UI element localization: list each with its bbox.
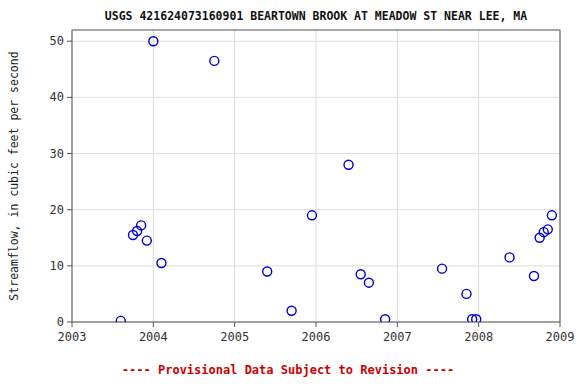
point — [149, 37, 158, 46]
grid-line-y — [72, 41, 560, 42]
tick-label-x: 2009 — [546, 330, 575, 344]
point — [142, 236, 151, 245]
plot-frame — [72, 30, 560, 322]
point — [344, 160, 353, 169]
grid-line-x — [153, 30, 154, 322]
point — [505, 253, 514, 262]
tick-label-x: 2005 — [220, 330, 249, 344]
chart: 2003 2004 2005 2006 2007 2008 2009 0 10 20 30 40 50 S… — [0, 0, 576, 384]
tick-x — [478, 322, 479, 327]
tick-x — [234, 322, 235, 327]
grid-line-y — [72, 97, 560, 98]
point — [116, 316, 125, 322]
tick-label-x: 2004 — [139, 330, 168, 344]
title: USGS 421624073160901 BEARTOWN BROOK AT M… — [105, 9, 527, 23]
tick-label-y: 0 — [57, 315, 64, 329]
point — [287, 306, 296, 315]
tick-label-x: 2008 — [464, 330, 493, 344]
points — [116, 37, 556, 322]
tick-y — [67, 209, 72, 210]
tick-label-y: 50 — [50, 34, 64, 48]
footer-annotation: ---- Provisional Data Subject to Revisio… — [122, 363, 454, 377]
point — [381, 315, 390, 322]
background — [0, 0, 576, 384]
point — [356, 270, 365, 279]
grid-line-y — [72, 265, 560, 266]
point — [364, 278, 373, 287]
grid-line-x — [478, 30, 479, 322]
point — [263, 267, 272, 276]
point — [307, 211, 316, 220]
grid-line-x — [234, 30, 235, 322]
tick-y — [67, 41, 72, 42]
tick-label-y: 10 — [50, 259, 64, 273]
tick-label-x: 2003 — [58, 330, 87, 344]
point — [547, 211, 556, 220]
tick-x — [560, 322, 561, 327]
tick-x — [316, 322, 317, 327]
grid-line-y — [72, 209, 560, 210]
grid-line-x — [316, 30, 317, 322]
point — [210, 56, 219, 65]
point — [438, 264, 447, 273]
point — [529, 271, 538, 280]
point — [472, 315, 481, 322]
tick-x — [72, 322, 73, 327]
point — [543, 225, 552, 234]
grid-line-x — [397, 30, 398, 322]
tick-label-y: 20 — [50, 203, 64, 217]
tick-x — [397, 322, 398, 327]
tick-label-y: 40 — [50, 90, 64, 104]
tick-y — [67, 322, 72, 323]
point — [157, 259, 166, 268]
point — [462, 289, 471, 298]
tick-x — [153, 322, 154, 327]
tick-label-x: 2007 — [383, 330, 412, 344]
grid-line-y — [72, 153, 560, 154]
y-axis-label: Streamflow, in cubic feet per second — [7, 51, 21, 300]
tick-label-y: 30 — [50, 147, 64, 161]
tick-y — [67, 153, 72, 154]
tick-label-x: 2006 — [302, 330, 331, 344]
axes: 2003 2004 2005 2006 2007 2008 2009 0 10 20 30 40 50 — [50, 34, 575, 344]
grid — [72, 30, 560, 322]
tick-y — [67, 265, 72, 266]
tick-y — [67, 97, 72, 98]
point — [137, 221, 146, 230]
